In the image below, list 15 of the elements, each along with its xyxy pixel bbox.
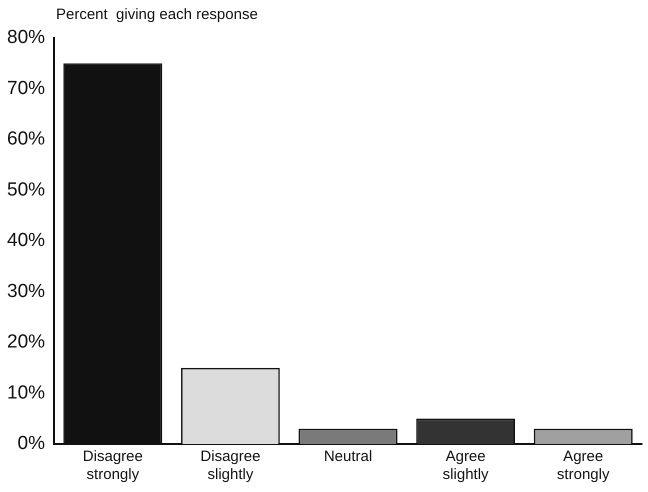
y-tick-label: 0% — [18, 433, 46, 454]
x-tick-label: Neutral — [324, 448, 372, 466]
y-tick-label: 40% — [6, 230, 46, 252]
y-tick-label: 10% — [6, 382, 46, 404]
y-axis-title: Percent giving each response — [56, 6, 258, 23]
y-tick-label: 80% — [6, 27, 46, 48]
y-tick-label: 20% — [6, 332, 46, 353]
y-tick-label: 30% — [6, 280, 46, 302]
x-tick-label: Agree strongly — [556, 448, 610, 484]
x-tick-label: Disagree strongly — [82, 448, 143, 484]
y-tick-label: 50% — [6, 179, 46, 200]
y-tick-label: 70% — [6, 78, 46, 99]
x-tick-label: Agree slightly — [442, 448, 490, 484]
y-tick-label: 60% — [6, 128, 46, 150]
x-tick-label: Disagree slightly — [200, 448, 260, 484]
